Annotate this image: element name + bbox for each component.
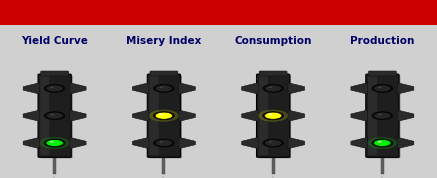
Circle shape [50, 87, 54, 88]
Circle shape [269, 141, 272, 143]
FancyBboxPatch shape [149, 75, 182, 158]
FancyBboxPatch shape [368, 75, 400, 158]
Circle shape [160, 141, 163, 143]
Circle shape [49, 141, 54, 143]
Circle shape [371, 138, 393, 147]
FancyBboxPatch shape [259, 71, 287, 76]
Bar [163, 157, 165, 174]
Circle shape [269, 87, 272, 88]
Polygon shape [69, 83, 86, 94]
Circle shape [155, 112, 173, 119]
Polygon shape [397, 110, 414, 121]
FancyBboxPatch shape [40, 76, 49, 155]
Circle shape [44, 138, 66, 147]
Polygon shape [23, 110, 40, 121]
Polygon shape [288, 110, 305, 121]
Polygon shape [397, 137, 414, 149]
FancyBboxPatch shape [259, 75, 291, 158]
Circle shape [44, 84, 66, 93]
FancyBboxPatch shape [257, 74, 290, 157]
Circle shape [268, 113, 273, 116]
Text: Misery Index: Misery Index [126, 36, 201, 46]
Bar [381, 176, 383, 178]
Circle shape [160, 87, 163, 88]
Circle shape [149, 110, 179, 122]
Bar [163, 176, 164, 178]
Circle shape [371, 111, 393, 120]
FancyBboxPatch shape [150, 71, 178, 76]
Circle shape [264, 112, 282, 119]
Circle shape [374, 139, 391, 146]
Bar [381, 157, 384, 174]
Polygon shape [351, 110, 368, 121]
FancyBboxPatch shape [149, 76, 159, 155]
FancyBboxPatch shape [368, 76, 377, 155]
Circle shape [46, 112, 63, 119]
Circle shape [153, 111, 175, 120]
Circle shape [153, 84, 175, 93]
Text: Consumption: Consumption [234, 36, 312, 46]
Polygon shape [23, 137, 40, 149]
Polygon shape [397, 83, 414, 94]
Circle shape [40, 137, 69, 149]
Circle shape [378, 114, 382, 115]
FancyBboxPatch shape [366, 74, 399, 157]
Text: Key Indicators of Economic Health: Key Indicators of Economic Health [28, 5, 322, 20]
Circle shape [262, 84, 284, 93]
Bar [0, 0, 437, 25]
Circle shape [46, 85, 63, 92]
Circle shape [153, 138, 175, 147]
Bar [53, 157, 56, 174]
Polygon shape [242, 137, 258, 149]
Text: ZenInvestor.org: ZenInvestor.org [332, 7, 424, 17]
Polygon shape [23, 83, 40, 94]
Circle shape [264, 85, 282, 92]
Polygon shape [132, 83, 149, 94]
Polygon shape [351, 137, 368, 149]
Circle shape [374, 85, 391, 92]
Polygon shape [132, 137, 149, 149]
Circle shape [377, 141, 382, 143]
Circle shape [378, 87, 382, 88]
Circle shape [159, 113, 163, 116]
Polygon shape [351, 83, 368, 94]
Circle shape [50, 114, 54, 115]
Circle shape [155, 139, 173, 146]
Polygon shape [132, 110, 149, 121]
Polygon shape [288, 83, 305, 94]
Bar [53, 176, 55, 178]
FancyBboxPatch shape [147, 74, 180, 157]
Circle shape [374, 112, 391, 119]
Bar [272, 157, 275, 174]
Circle shape [155, 85, 173, 92]
Circle shape [368, 137, 397, 149]
FancyBboxPatch shape [40, 75, 73, 158]
FancyBboxPatch shape [38, 74, 71, 157]
FancyBboxPatch shape [41, 71, 69, 76]
Polygon shape [288, 137, 305, 149]
Polygon shape [69, 110, 86, 121]
Bar [272, 176, 274, 178]
Polygon shape [179, 137, 195, 149]
FancyBboxPatch shape [368, 71, 396, 76]
Polygon shape [242, 83, 258, 94]
Polygon shape [179, 83, 195, 94]
Circle shape [264, 139, 282, 146]
Circle shape [262, 138, 284, 147]
Text: Yield Curve: Yield Curve [21, 36, 88, 46]
Circle shape [262, 111, 284, 120]
Text: Production: Production [350, 36, 415, 46]
Circle shape [46, 139, 63, 146]
Circle shape [44, 111, 66, 120]
Polygon shape [242, 110, 258, 121]
FancyBboxPatch shape [259, 76, 268, 155]
Polygon shape [69, 137, 86, 149]
Circle shape [258, 110, 288, 122]
Polygon shape [179, 110, 195, 121]
Circle shape [371, 84, 393, 93]
